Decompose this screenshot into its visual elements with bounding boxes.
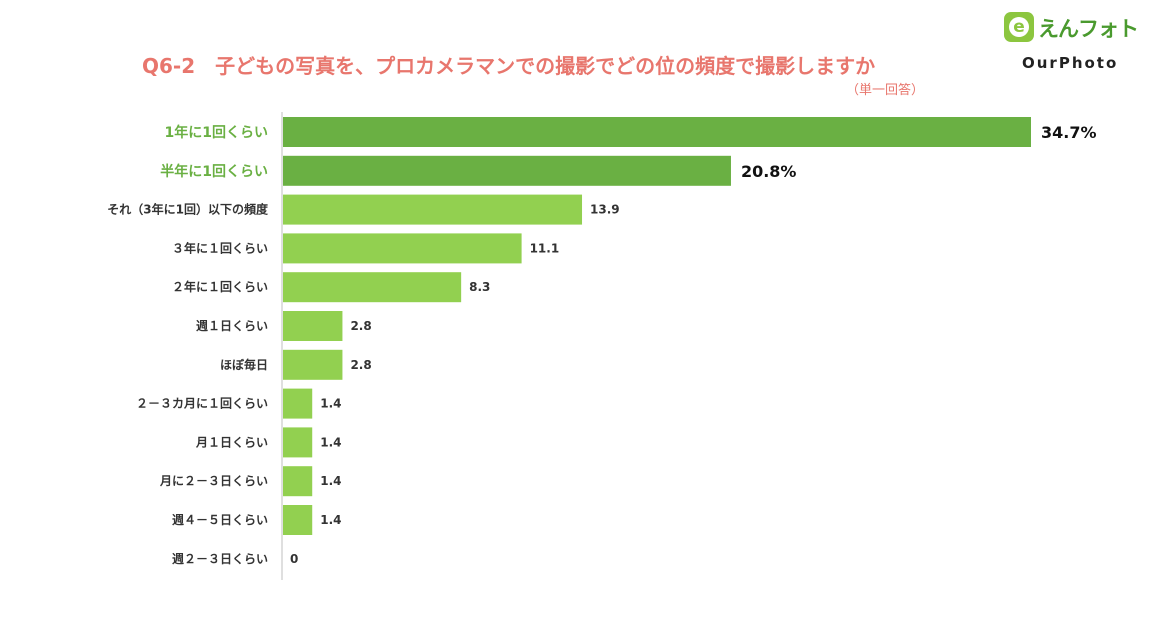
bar — [283, 233, 522, 264]
bar — [283, 466, 313, 497]
bar — [283, 155, 731, 186]
bar — [283, 272, 462, 303]
logo-name-en: OurPhoto — [1022, 54, 1119, 72]
value-label: 34.7% — [1041, 123, 1097, 142]
value-label: 0 — [290, 552, 298, 566]
value-label: 2.8 — [350, 358, 371, 372]
category-label: ３年に１回くらい — [172, 240, 268, 255]
value-label: 2.8 — [350, 319, 371, 333]
value-label: 1.4 — [320, 474, 341, 488]
bar — [283, 311, 343, 341]
category-label: それ（3年に1回）以下の頻度 — [107, 202, 269, 217]
logo-badge-letter: e — [1009, 17, 1029, 37]
bar — [283, 505, 313, 535]
category-label: 月に２－３日くらい — [159, 474, 268, 488]
logo-badge-icon: e — [1004, 12, 1034, 42]
value-label: 8.3 — [469, 280, 490, 294]
value-label: 1.4 — [320, 397, 341, 411]
chart-title: Q6-2 子どもの写真を、プロカメラマンでの撮影でどの位の頻度で撮影しますか — [142, 54, 876, 78]
category-label: 週４－５日くらい — [172, 512, 268, 527]
brand-logo: e えんフォト OurPhoto — [1004, 12, 1139, 74]
value-label: 1.4 — [320, 513, 341, 527]
value-label: 13.9 — [590, 203, 620, 217]
bar — [283, 117, 1031, 147]
category-label: 1年に1回くらい — [165, 124, 268, 141]
value-label: 20.8% — [741, 162, 797, 181]
value-label: 11.1 — [530, 241, 560, 255]
category-label: ２－３カ月に１回くらい — [136, 397, 268, 411]
category-label: 月１日くらい — [195, 435, 268, 449]
bar — [283, 427, 313, 458]
category-label: 週１日くらい — [196, 318, 268, 333]
category-label: ２年に１回くらい — [172, 279, 268, 294]
bar — [283, 349, 343, 380]
bar — [283, 388, 313, 419]
category-label: 半年に1回くらい — [160, 163, 268, 180]
chart-subtitle: （単一回答） — [846, 83, 925, 98]
category-label: ほぼ毎日 — [220, 357, 268, 372]
value-label: 1.4 — [320, 435, 341, 449]
logo-name-jp: えんフォト — [1038, 17, 1139, 41]
category-label: 週２－３日くらい — [172, 551, 268, 566]
bar — [283, 194, 583, 225]
